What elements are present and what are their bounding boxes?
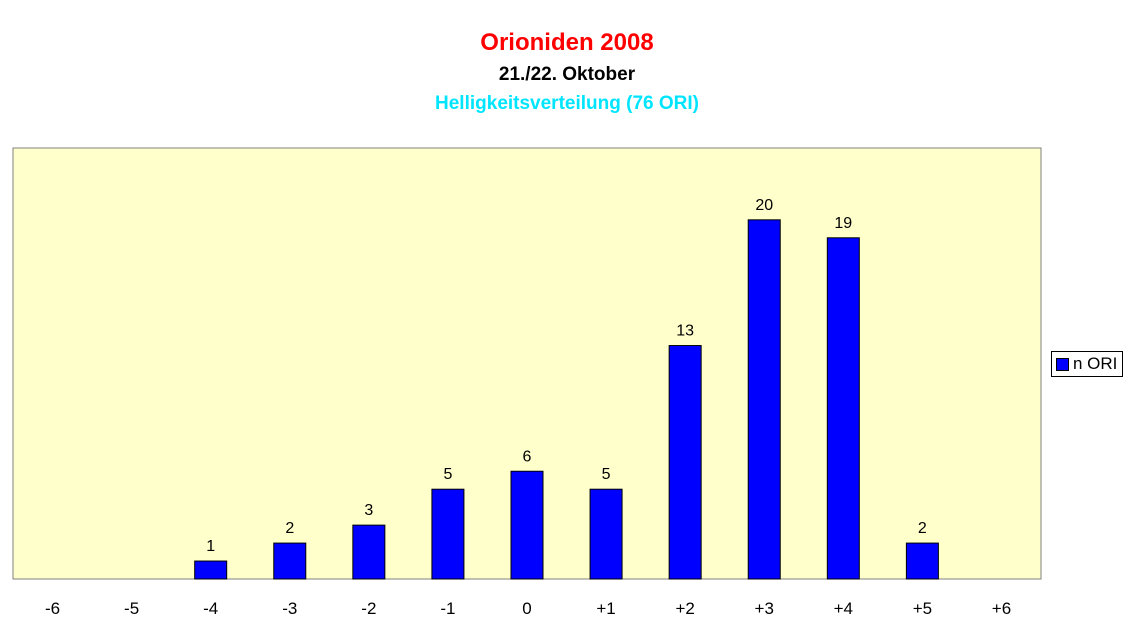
bar-+3 [747, 219, 781, 580]
data-label-+2: 13 [676, 323, 694, 340]
bars-group [194, 219, 939, 580]
x-tick-label-+5: +5 [913, 599, 932, 618]
x-tick-label--4: -4 [203, 599, 218, 618]
x-tick-label--6: -6 [45, 599, 60, 618]
data-label-+3: 20 [755, 197, 773, 214]
x-tick-label-+3: +3 [755, 599, 774, 618]
data-labels-group: 1 2 3 5 6 5 13 20 19 2 [206, 197, 927, 555]
legend-label: n ORI [1073, 354, 1118, 373]
x-tick-label-+4: +4 [834, 599, 853, 618]
data-label--3: 2 [285, 520, 294, 537]
x-tick-label-+6: +6 [992, 599, 1011, 618]
x-tick-label-0: 0 [522, 599, 531, 618]
bar-0 [510, 470, 544, 580]
data-label-0: 6 [523, 448, 532, 465]
data-label--2: 3 [364, 502, 373, 519]
bar-+2 [668, 345, 702, 580]
x-tick-label--1: -1 [440, 599, 455, 618]
x-tick-labels-group: -6 -5 -4 -3 -2 -1 0 +1 +2 +3 +4 +5 +6 [45, 599, 1011, 618]
legend-swatch [1056, 357, 1069, 371]
bar-+5 [905, 542, 939, 580]
data-label-+4: 19 [834, 215, 852, 232]
x-tick-label-+2: +2 [675, 599, 694, 618]
bar-+4 [826, 237, 860, 580]
x-tick-label-+1: +1 [596, 599, 615, 618]
bar-+1 [589, 488, 623, 580]
chart-title: Orioniden 2008 [480, 29, 654, 56]
bar--3 [273, 542, 307, 580]
legend: n ORI [1051, 351, 1124, 377]
data-label-+5: 2 [918, 520, 927, 537]
bar--1 [431, 488, 465, 580]
bar--4 [194, 560, 228, 580]
x-tick-label--2: -2 [361, 599, 376, 618]
data-label--4: 1 [206, 538, 215, 555]
chart-subtitle: 21./22. Oktober [498, 64, 636, 85]
chart-subtitle-2: Helligkeitsverteilung (76 ORI) [435, 93, 699, 114]
data-label--1: 5 [443, 466, 452, 483]
x-tick-label--3: -3 [282, 599, 297, 618]
data-label-+1: 5 [602, 466, 611, 483]
bar--2 [352, 524, 386, 580]
x-tick-label--5: -5 [124, 599, 139, 618]
